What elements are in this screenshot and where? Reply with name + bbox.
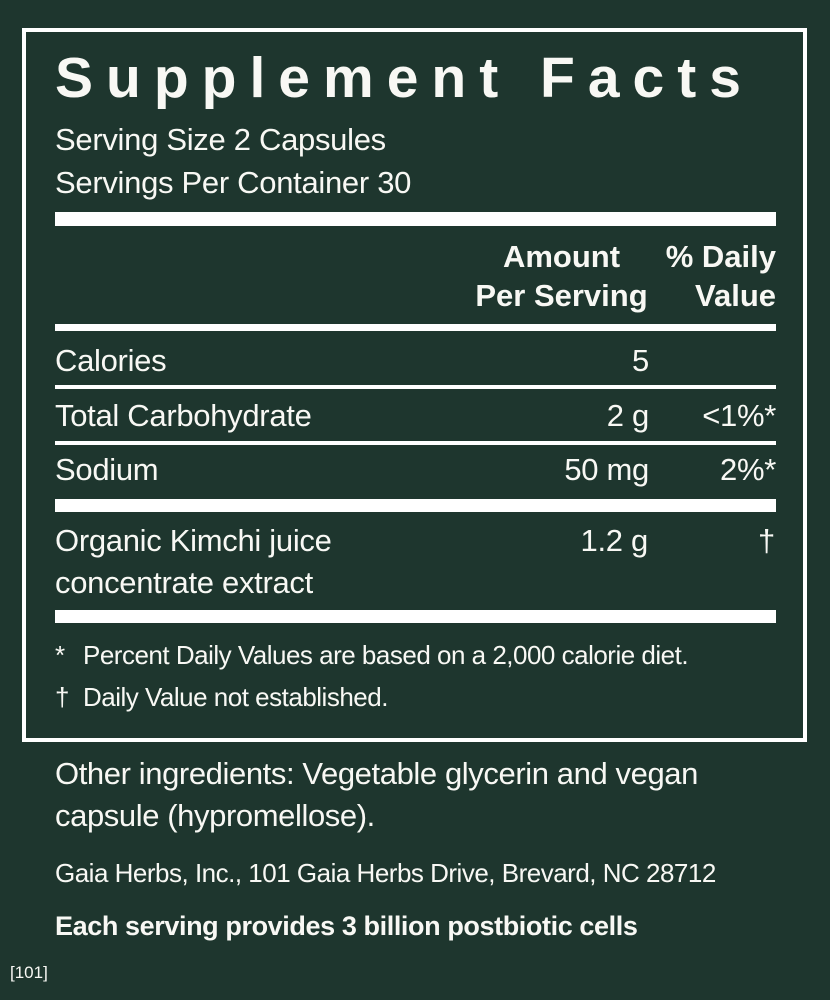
divider-thin — [55, 441, 776, 445]
label-code: [101] — [10, 963, 48, 982]
row-name: Total Carbohydrate — [55, 398, 312, 433]
row-name: Organic Kimchi juice concentrate extract — [55, 523, 332, 600]
footnote-daily-values: * Percent Daily Values are based on a 2,… — [55, 634, 776, 676]
table-row-kimchi-extract: Organic Kimchi juice concentrate extract… — [55, 520, 776, 604]
row-daily-value — [649, 339, 776, 382]
row-daily-value: 2%* — [720, 452, 776, 487]
serving-size-text: Serving Size 2 Capsules — [55, 122, 386, 157]
divider-thick-top — [55, 212, 776, 226]
postbiotic-claim: Each serving provides 3 billion postbiot… — [55, 911, 638, 941]
table-row-total-carbohydrate: Total Carbohydrate 2 g <1%* — [55, 394, 776, 437]
row-name: Sodium — [55, 452, 159, 487]
row-amount: 2 g — [606, 398, 650, 433]
divider-thin — [55, 385, 776, 389]
row-daily-value: <1%* — [702, 398, 776, 433]
footnote-text: Daily Value not established. — [83, 682, 388, 712]
dv-header-line2: Value — [695, 278, 776, 313]
servings-per-container-text: Servings Per Container 30 — [55, 165, 412, 200]
row-amount: 5 — [632, 343, 649, 378]
dagger-marker: † — [55, 682, 69, 712]
divider-medium — [55, 324, 776, 331]
header-spacer — [55, 237, 474, 315]
panel-title: Supplement Facts — [55, 46, 754, 110]
footnote-not-established: † Daily Value not established. — [55, 676, 776, 718]
column-headers: Amount Per Serving % Daily Value — [55, 237, 776, 315]
table-row-calories: Calories 5 — [55, 339, 776, 382]
supplement-facts-panel: Supplement Facts Serving Size 2 Capsules… — [22, 28, 807, 742]
asterisk-marker: * — [55, 640, 65, 670]
manufacturer-address: Gaia Herbs, Inc., 101 Gaia Herbs Drive, … — [55, 858, 716, 888]
other-ingredients-text: Other ingredients: Vegetable glycerin an… — [55, 756, 698, 833]
dv-header-line1: % Daily — [665, 239, 776, 274]
footnote-text: Percent Daily Values are based on a 2,00… — [83, 640, 689, 670]
amount-column-header: Amount Per Serving — [474, 237, 649, 315]
row-name: Calories — [55, 343, 167, 378]
divider-thick-middle — [55, 499, 776, 512]
row-daily-value: † — [758, 523, 775, 558]
amount-header-line2: Per Serving — [475, 278, 648, 313]
amount-header-line1: Amount — [502, 239, 621, 274]
row-amount: 1.2 g — [580, 523, 649, 558]
daily-value-column-header: % Daily Value — [649, 237, 776, 315]
row-amount: 50 mg — [564, 452, 649, 487]
table-row-sodium: Sodium 50 mg 2%* — [55, 448, 776, 491]
divider-thick-bottom — [55, 610, 776, 623]
footnotes: * Percent Daily Values are based on a 2,… — [55, 634, 776, 718]
